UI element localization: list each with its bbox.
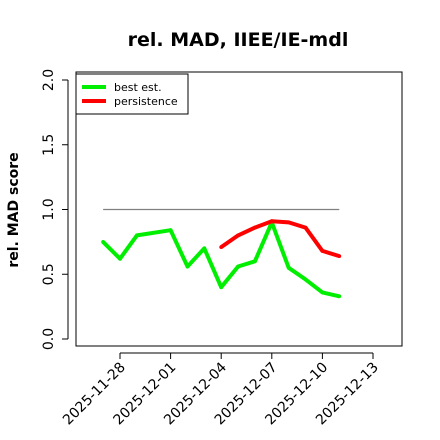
data-point-best-est (135, 233, 139, 238)
y-axis: 0.0 0.5 1.0 1.5 2.0 (41, 69, 69, 350)
data-point-persistence (337, 254, 342, 258)
y-tick-label: 1.5 (41, 134, 57, 156)
legend: best est. persistence (75, 73, 189, 115)
data-point-best-est (101, 240, 105, 244)
legend-label-best-est: best est. (114, 81, 162, 94)
data-point-best-est (303, 277, 308, 282)
data-point-best-est (219, 285, 224, 290)
data-point-persistence (286, 220, 291, 225)
data-point-best-est (168, 228, 173, 233)
data-point-best-est (320, 290, 325, 295)
x-axis: 2025-11-282025-12-012025-12-042025-12-07… (60, 352, 382, 428)
data-point-best-est (236, 264, 241, 269)
data-point-persistence (236, 233, 241, 238)
y-tick-label: 0.5 (41, 263, 57, 285)
series-line-best-est (101, 220, 340, 299)
data-point-best-est (337, 294, 342, 299)
y-tick-label: 1.0 (41, 198, 57, 220)
legend-label-persistence: persistence (114, 95, 178, 108)
y-axis-label: rel. MAD score (6, 152, 22, 267)
plot-frame (75, 71, 403, 347)
data-point-best-est (286, 265, 291, 270)
legend-box (75, 73, 189, 115)
y-tick-label: 0.0 (41, 328, 57, 350)
y-tick-label: 2.0 (41, 69, 57, 91)
data-point-best-est (253, 259, 257, 264)
chart-title: rel. MAD, IIEE/IE-mdl (128, 29, 349, 51)
data-point-persistence (253, 225, 257, 230)
data-point-persistence (303, 225, 308, 230)
data-point-persistence (269, 219, 274, 224)
series-line-persistence (220, 219, 340, 259)
data-point-best-est (185, 264, 190, 269)
data-point-persistence (219, 245, 224, 250)
data-point-persistence (320, 249, 325, 253)
data-point-best-est (202, 246, 207, 251)
data-point-best-est (118, 256, 122, 261)
series-layer (101, 219, 342, 299)
